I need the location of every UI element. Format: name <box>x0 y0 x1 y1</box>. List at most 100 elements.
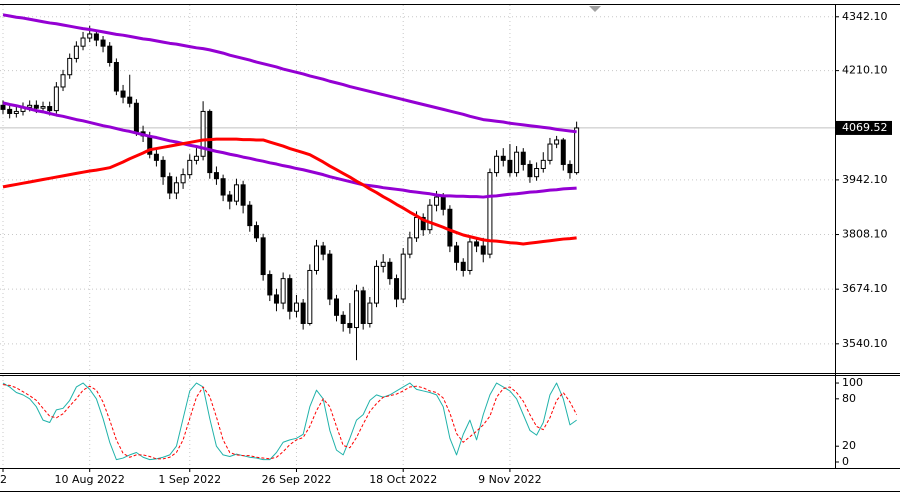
plot <box>0 13 580 461</box>
candle-body <box>240 184 246 206</box>
candle-body <box>267 274 273 296</box>
candle-body <box>300 302 306 324</box>
candle-body <box>540 159 546 170</box>
candle-body <box>33 104 39 109</box>
candle-body <box>460 261 466 271</box>
indicator-y-tick-label: 80 <box>842 392 856 405</box>
candle-body <box>107 45 113 63</box>
grid <box>0 5 835 468</box>
candle-body <box>280 278 286 304</box>
candle-body <box>187 159 193 176</box>
candle-body <box>447 208 453 247</box>
x-tick-label: 2 <box>0 473 7 486</box>
candle-body <box>0 104 6 110</box>
y-tick-label: 4210.10 <box>842 64 888 77</box>
candle-body <box>434 196 440 206</box>
candle-body <box>247 204 253 227</box>
current-price-box <box>836 120 892 135</box>
candle-body <box>100 39 106 47</box>
candle-body <box>207 110 213 174</box>
candle-body <box>407 237 413 255</box>
candle-body <box>387 261 393 280</box>
candle-body <box>13 110 19 114</box>
candle-body <box>287 278 293 312</box>
candle-body <box>167 176 173 194</box>
candle-body <box>200 110 206 157</box>
candle-body <box>394 278 400 300</box>
candle-body <box>340 314 346 324</box>
candle-body <box>173 182 179 194</box>
candle-body <box>560 139 566 165</box>
axes: 3540.10 3674.10 3808.10 3942.10 4210.10 4342.… <box>0 4 900 492</box>
candle-body <box>567 163 573 174</box>
candle-body <box>233 184 239 202</box>
candle-body <box>360 290 366 324</box>
x-tick-label: 18 Oct 2022 <box>369 473 437 486</box>
candle-body <box>527 163 533 178</box>
candle-body <box>93 33 99 41</box>
shift-marker <box>589 6 601 12</box>
candle-body <box>327 253 333 300</box>
candle-body <box>507 159 513 174</box>
candle-body <box>374 265 380 304</box>
candle-body <box>113 61 119 92</box>
candle-body <box>293 302 299 312</box>
candle-body <box>120 90 126 98</box>
indicator-y-tick-label: 0 <box>842 455 849 468</box>
candle-body <box>313 245 319 271</box>
moving-average <box>2 137 577 246</box>
indicator-y-tick-label: 20 <box>842 439 856 452</box>
candle-body <box>334 298 339 316</box>
candle-body <box>320 245 326 255</box>
x-tick-label: 1 Sep 2022 <box>158 473 221 486</box>
candle-body <box>133 102 139 133</box>
y-tick-label: 3674.10 <box>842 282 888 295</box>
candle-body <box>47 106 53 112</box>
candle-body <box>480 245 486 255</box>
candle-body <box>367 302 373 324</box>
candle-body <box>273 294 279 304</box>
candle-body <box>420 216 426 231</box>
candle-body <box>414 216 420 239</box>
candle-body <box>27 104 33 108</box>
x-tick-label: 26 Sep 2022 <box>262 473 332 486</box>
candle-body <box>67 57 73 76</box>
candle-body <box>127 96 133 104</box>
candle-body <box>153 153 159 161</box>
candle-body <box>494 155 500 174</box>
candle-body <box>193 155 199 161</box>
x-tick-label: 9 Nov 2022 <box>478 473 541 486</box>
candle-body <box>347 322 353 329</box>
y-tick-label: 3942.10 <box>842 173 888 186</box>
candle-body <box>454 245 460 263</box>
candle-body <box>554 139 560 145</box>
indicator-y-tick-label: 100 <box>842 376 863 389</box>
candle-body <box>474 241 480 247</box>
candle-body <box>213 172 219 180</box>
candle-body <box>520 151 526 165</box>
candle-body <box>80 37 86 47</box>
candle-body <box>500 155 506 161</box>
candle-body <box>260 237 266 276</box>
candle-body <box>253 225 259 239</box>
candle-body <box>487 172 493 255</box>
indicator-line <box>2 382 577 461</box>
candle-body <box>440 196 446 210</box>
candle-body <box>400 253 406 300</box>
y-tick-label: 3808.10 <box>842 228 888 241</box>
candle-body <box>547 143 553 161</box>
candle-body <box>40 106 46 109</box>
candle-body <box>180 174 186 184</box>
y-tick-label: 3540.10 <box>842 337 888 350</box>
moving-average <box>2 101 577 199</box>
candle-body <box>73 45 79 59</box>
candle-body <box>53 86 59 112</box>
candle-body <box>87 33 93 39</box>
candle-body <box>534 168 540 178</box>
y-tick-label: 4342.10 <box>842 10 888 23</box>
candle-body <box>220 178 226 196</box>
candle-body <box>467 241 473 271</box>
candle-body <box>7 108 13 114</box>
